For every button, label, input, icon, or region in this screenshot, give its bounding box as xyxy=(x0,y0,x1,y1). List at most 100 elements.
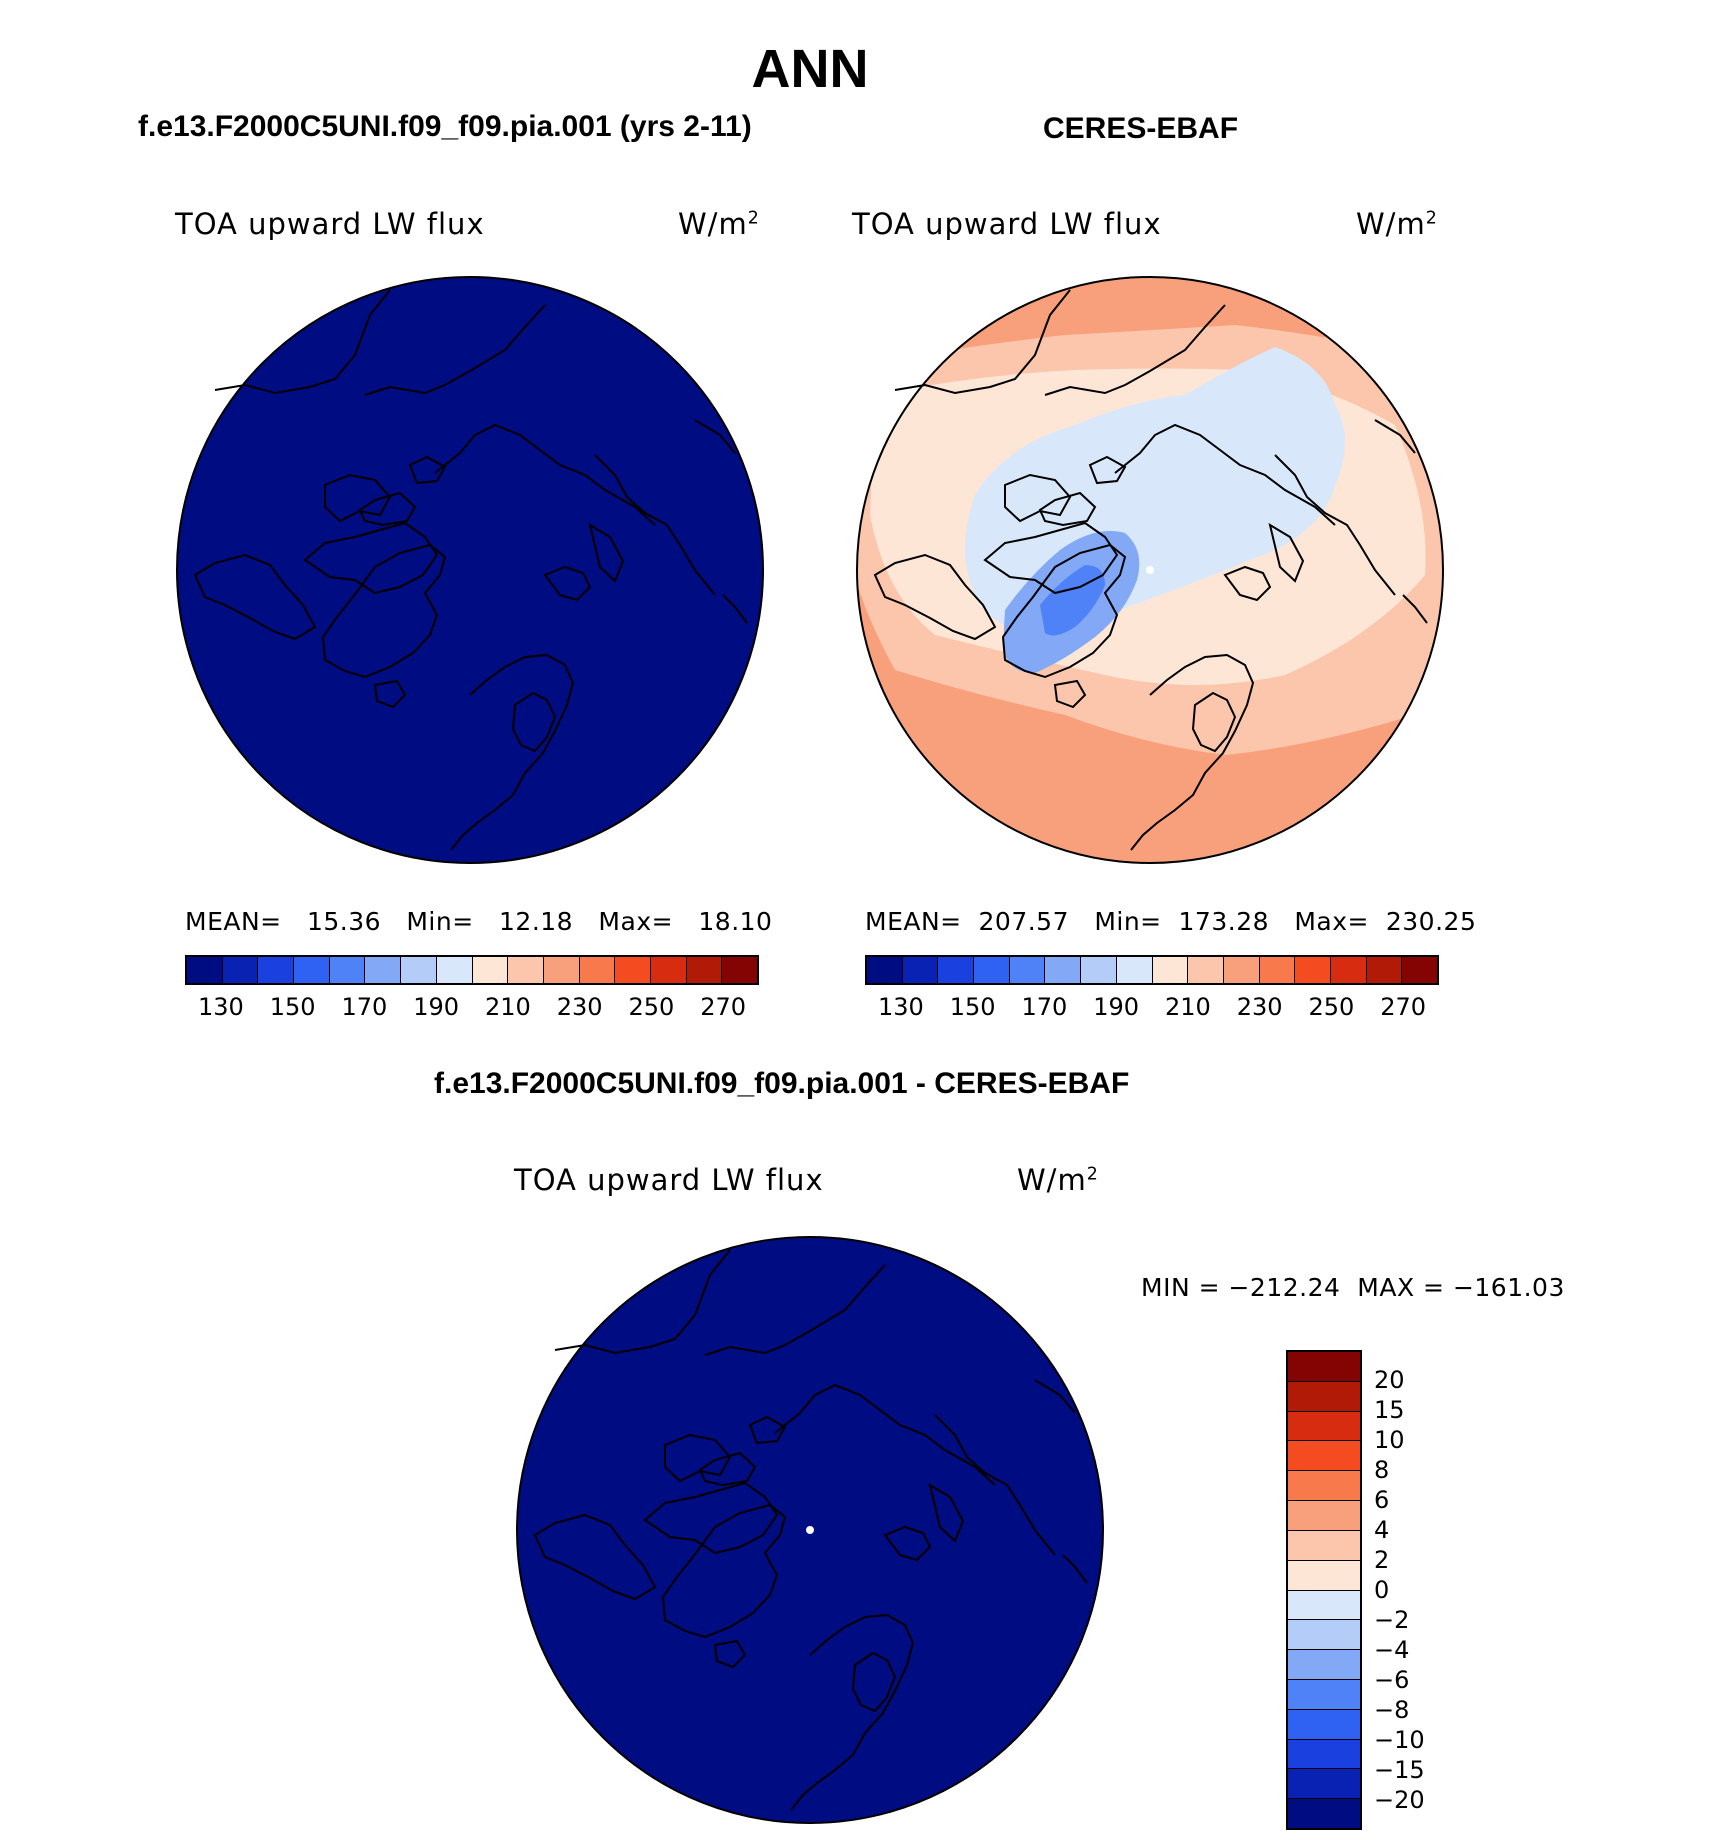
colorbar-tick-label: 15 xyxy=(1374,1396,1405,1424)
colorbar-tick-label: 0 xyxy=(1374,1576,1390,1604)
colorbar-segment xyxy=(1045,957,1082,983)
colorbar-segment xyxy=(1288,1769,1360,1800)
colorbar-tick-label: 250 xyxy=(628,993,675,1021)
colorbar-segment xyxy=(1288,1471,1360,1502)
colorbar-segment xyxy=(579,957,616,983)
colorbar-tick-label: −10 xyxy=(1374,1726,1425,1754)
colorbar-segment xyxy=(1223,957,1260,983)
colorbar-segment xyxy=(1288,1411,1360,1442)
colorbar-segment xyxy=(543,957,580,983)
colorbar-tick-label: 10 xyxy=(1374,1426,1405,1454)
colorbar-segment xyxy=(1288,1352,1360,1382)
colorbar-segment xyxy=(1152,957,1189,983)
page-title: ANN xyxy=(751,39,869,99)
colorbar-segment xyxy=(1288,1799,1360,1828)
colorbar-segment xyxy=(1259,957,1296,983)
colorbar-segment xyxy=(1288,1441,1360,1472)
model-colorbar xyxy=(185,955,759,985)
colorbar-tick-label: 230 xyxy=(556,993,603,1021)
colorbar-tick-label: −20 xyxy=(1374,1786,1425,1814)
colorbar-segment xyxy=(187,957,223,983)
colorbar-segment xyxy=(938,957,975,983)
colorbar-segment xyxy=(1402,957,1437,983)
colorbar-tick-label: 130 xyxy=(197,993,244,1021)
obs-variable-label: TOA upward LW flux xyxy=(852,207,1162,241)
colorbar-tick-label: 150 xyxy=(949,993,996,1021)
colorbar-segment xyxy=(1288,1530,1360,1561)
colorbar-tick-label: 210 xyxy=(484,993,531,1021)
colorbar-segment xyxy=(1009,957,1046,983)
colorbar-segment xyxy=(472,957,509,983)
colorbar-segment xyxy=(974,957,1010,983)
model-colorbar-labels: 130 150 170 190 210 230 250 270 xyxy=(185,993,759,1023)
obs-polar-map xyxy=(856,276,1444,864)
colorbar-tick-label: 250 xyxy=(1308,993,1355,1021)
colorbar-tick-label: 270 xyxy=(700,993,747,1021)
colorbar-tick-label: 170 xyxy=(1021,993,1068,1021)
coastlines xyxy=(193,289,748,851)
model-variable-label: TOA upward LW flux xyxy=(175,207,485,241)
colorbar-segment xyxy=(1288,1679,1360,1710)
colorbar-tick-label: 190 xyxy=(413,993,460,1021)
model-polar-map xyxy=(176,276,764,864)
diff-variable-label: TOA upward LW flux xyxy=(514,1163,824,1197)
colorbar-segment xyxy=(1288,1501,1360,1531)
colorbar-segment xyxy=(436,957,473,983)
colorbar-segment xyxy=(686,957,723,983)
colorbar-tick-label: −2 xyxy=(1374,1606,1410,1634)
colorbar-tick-label: 190 xyxy=(1093,993,1140,1021)
colorbar-tick-label: 210 xyxy=(1164,993,1211,1021)
colorbar-segment xyxy=(722,957,757,983)
colorbar-tick-label: −6 xyxy=(1374,1666,1410,1694)
obs-stats: MEAN= 207.57 Min= 173.28 Max= 230.25 xyxy=(865,907,1477,936)
colorbar-segment xyxy=(1330,957,1367,983)
diff-polar-map xyxy=(516,1236,1104,1824)
colorbar-tick-label: 230 xyxy=(1236,993,1283,1021)
colorbar-segment xyxy=(294,957,330,983)
colorbar-segment xyxy=(329,957,366,983)
colorbar-segment xyxy=(1188,957,1224,983)
colorbar-tick-label: −8 xyxy=(1374,1696,1410,1724)
diff-case-title: f.e13.F2000C5UNI.f09_f09.pia.001 - CERES… xyxy=(434,1067,1130,1100)
model-case-title: f.e13.F2000C5UNI.f09_f09.pia.001 (yrs 2-… xyxy=(138,110,752,143)
colorbar-segment xyxy=(365,957,402,983)
obs-case-title: CERES-EBAF xyxy=(1043,112,1239,145)
colorbar-tick-label: 20 xyxy=(1374,1366,1405,1394)
colorbar-segment xyxy=(1288,1590,1360,1621)
colorbar-segment xyxy=(902,957,939,983)
colorbar-segment xyxy=(1288,1739,1360,1770)
model-stats: MEAN= 15.36 Min= 12.18 Max= 18.10 xyxy=(185,907,773,936)
colorbar-segment xyxy=(615,957,651,983)
colorbar-tick-label: 6 xyxy=(1374,1486,1390,1514)
colorbar-segment xyxy=(258,957,295,983)
colorbar-segment xyxy=(508,957,544,983)
coastlines xyxy=(873,289,1428,851)
colorbar-segment xyxy=(1366,957,1403,983)
colorbar-segment xyxy=(1295,957,1331,983)
colorbar-segment xyxy=(867,957,903,983)
diff-colorbar-labels: 20 15 10 8 6 4 2 0 −2 −4 −6 −8 −10 −15 −20 xyxy=(1374,1350,1444,1830)
colorbar-tick-label: 2 xyxy=(1374,1546,1390,1574)
colorbar-tick-label: −4 xyxy=(1374,1636,1410,1664)
colorbar-segment xyxy=(1081,957,1117,983)
colorbar-segment xyxy=(222,957,259,983)
colorbar-tick-label: 150 xyxy=(269,993,316,1021)
colorbar-segment xyxy=(1288,1620,1360,1651)
diff-stats: MIN = −212.24 MAX = −161.03 xyxy=(1141,1273,1565,1302)
colorbar-segment xyxy=(1288,1560,1360,1591)
colorbar-segment xyxy=(1288,1381,1360,1412)
obs-colorbar xyxy=(865,955,1439,985)
colorbar-segment xyxy=(1288,1650,1360,1680)
colorbar-segment xyxy=(650,957,687,983)
colorbar-tick-label: 170 xyxy=(341,993,388,1021)
colorbar-tick-label: 270 xyxy=(1380,993,1427,1021)
colorbar-tick-label: 4 xyxy=(1374,1516,1390,1544)
coastlines xyxy=(533,1249,1088,1811)
diff-units-label: W/m2 xyxy=(1017,1163,1099,1197)
colorbar-tick-label: 130 xyxy=(877,993,924,1021)
diff-colorbar xyxy=(1286,1350,1362,1830)
colorbar-segment xyxy=(1116,957,1153,983)
colorbar-tick-label: 8 xyxy=(1374,1456,1390,1484)
colorbar-segment xyxy=(401,957,437,983)
model-units-label: W/m2 xyxy=(678,207,760,241)
